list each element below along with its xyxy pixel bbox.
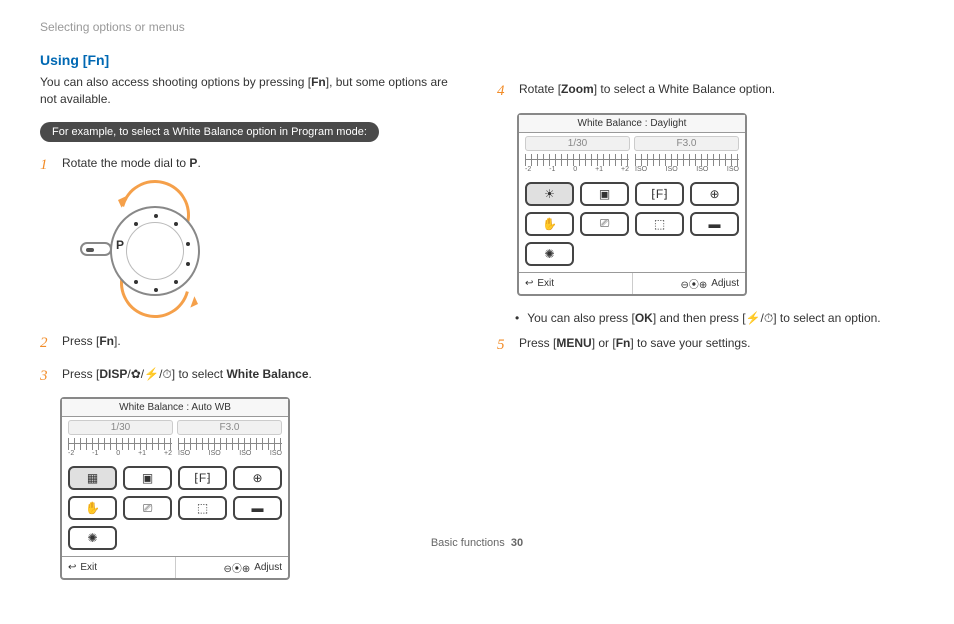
grid-cell[interactable]: ▬ [690,212,739,236]
step-number: 3 [40,365,52,388]
lcd-title: White Balance : Daylight [519,115,745,133]
grid-cell[interactable]: ⊕ [233,466,282,490]
note-a: You can also press [ [527,311,635,325]
step4-b: ] to select a White Balance option. [594,82,775,96]
grid-cell[interactable]: ✋ [68,496,117,520]
timer-icon: ⏱ [162,367,171,381]
step-2: 2 Press [Fn]. [40,332,457,355]
dial-p-marker: P [116,238,124,252]
step-1: 1 Rotate the mode dial to P. [40,154,457,177]
section-heading: Using [Fn] [40,52,457,68]
intro-text: You can also access shooting options by … [40,74,457,108]
step2-text-a: Press [ [62,334,99,348]
note-bullet: You can also press [OK] and then press [… [515,310,914,327]
mode-dial-illustration: P [60,186,240,316]
fn-label: Fn [311,75,326,89]
zoom-label: Zoom [561,82,594,96]
grid-cell[interactable]: ⬚ [178,496,227,520]
step4-a: Rotate [ [519,82,561,96]
grid-cell[interactable]: ⎚ [123,496,172,520]
back-icon: ↩ [525,278,533,289]
adjust-button[interactable]: ⊖⦿⊕Adjust [176,557,289,578]
options-grid: ☀ ▣ ⁅F⁆ ⊕ ✋ ⎚ ⬚ ▬ ✺ [519,176,745,272]
page-footer: Basic functions 30 [0,537,954,549]
step-number: 5 [497,334,509,357]
ev-scale: -2-10+1+2 [525,166,629,173]
flower-icon: ✿ [131,367,141,381]
note-b: ] and then press [ [653,311,746,325]
back-icon: ↩ [68,562,76,573]
grid-cell[interactable]: ▬ [233,496,282,520]
grid-cell[interactable]: ✋ [525,212,574,236]
exit-button[interactable]: ↩Exit [62,557,176,578]
fn-label: Fn [616,336,631,350]
breadcrumb: Selecting options or menus [40,20,457,34]
ok-label: OK [635,311,653,325]
adjust-button[interactable]: ⊖⦿⊕Adjust [633,273,746,294]
step3-f: . [309,367,312,381]
dial-pointer [80,242,112,256]
iso-scale: ISOISOISOISO [635,166,739,173]
grid-cell[interactable]: ⬚ [635,212,684,236]
step-number: 1 [40,154,52,177]
lcd-panel-daylight: White Balance : Daylight 1/30 F3.0 -2-10… [517,113,747,296]
footer-section: Basic functions [431,537,505,549]
grid-cell[interactable]: ⁅F⁆ [635,182,684,206]
lcd-title: White Balance : Auto WB [62,399,288,417]
white-balance-label: White Balance [226,367,308,381]
example-pill: For example, to select a White Balance o… [40,122,379,142]
menu-label: MENU [556,336,591,350]
step3-a: Press [ [62,367,99,381]
step-number: 2 [40,332,52,355]
grid-cell[interactable]: ⎚ [580,212,629,236]
step-5: 5 Press [MENU] or [Fn] to save your sett… [497,334,914,357]
grid-cell[interactable]: ✺ [525,242,574,266]
timer-icon: ⏱ [764,311,773,325]
note-d: ] to select an option. [773,311,880,325]
grid-cell[interactable]: ⁅F⁆ [178,466,227,490]
intro-part-a: You can also access shooting options by … [40,75,311,89]
step-4: 4 Rotate [Zoom] to select a White Balanc… [497,80,914,103]
grid-cell[interactable]: ⊕ [690,182,739,206]
step2-text-b: ]. [114,334,121,348]
disp-label: DISP [99,367,127,381]
step5-c: ] to save your settings. [630,336,750,350]
footer-page-number: 30 [511,537,523,549]
lcd-panel-auto-wb: White Balance : Auto WB 1/30 F3.0 -2-10+… [60,397,290,580]
aperture-readout: F3.0 [177,420,282,435]
step1-text-a: Rotate the mode dial to [62,156,189,170]
shutter-readout: 1/30 [68,420,173,435]
grid-cell[interactable]: ☀ [525,182,574,206]
ev-scale: -2-10+1+2 [68,450,172,457]
grid-cell[interactable]: ▣ [580,182,629,206]
fn-label: Fn [99,334,114,348]
flash-icon: ⚡ [746,311,761,325]
shutter-readout: 1/30 [525,136,630,151]
step-number: 4 [497,80,509,103]
aperture-readout: F3.0 [634,136,739,151]
adjust-icon: ⊖⦿⊕ [680,276,707,291]
flash-icon: ⚡ [144,367,159,381]
exit-button[interactable]: ↩Exit [519,273,633,294]
grid-cell[interactable]: ▦ [68,466,117,490]
step5-a: Press [ [519,336,556,350]
grid-cell[interactable]: ▣ [123,466,172,490]
adjust-icon: ⊖⦿⊕ [223,560,250,575]
step3-e: ] to select [172,367,227,381]
iso-scale: ISOISOISOISO [178,450,282,457]
step1-text-b: . [197,156,200,170]
step-3: 3 Press [DISP/✿/⚡/⏱] to select White Bal… [40,365,457,388]
step5-b: ] or [ [592,336,616,350]
